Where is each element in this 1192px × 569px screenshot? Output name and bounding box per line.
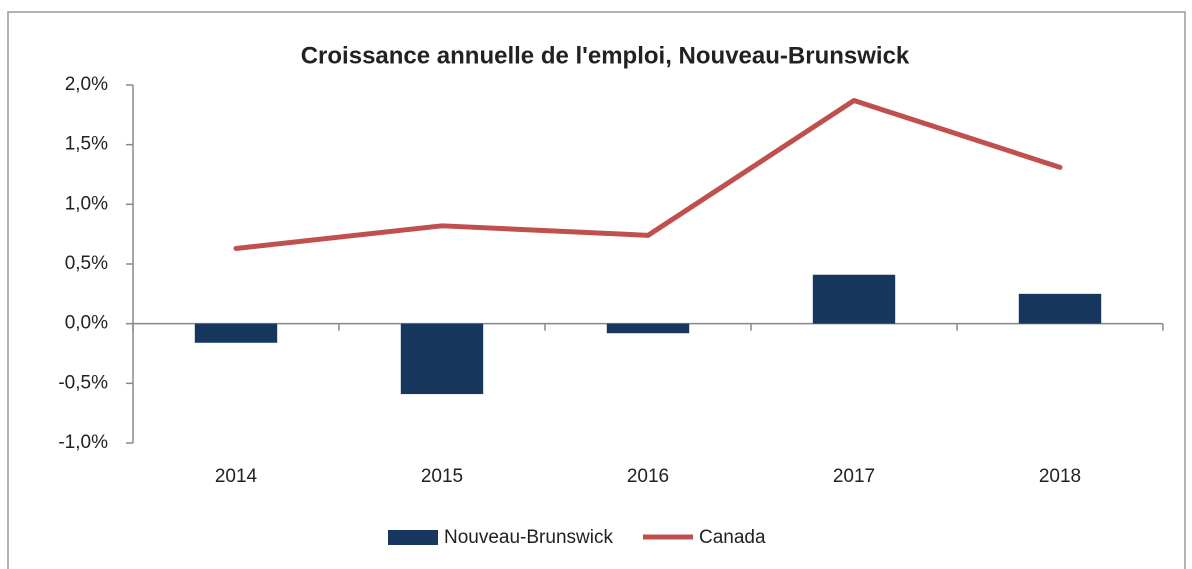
chart-frame [7, 11, 1186, 569]
x-tick-label: 2018 [1039, 466, 1081, 487]
y-tick-label: 2,0% [65, 74, 108, 95]
legend-swatch [388, 530, 438, 545]
y-tick-label: 0,0% [65, 313, 108, 334]
legend-label: Canada [699, 527, 766, 548]
x-tick-label: 2015 [421, 466, 463, 487]
y-tick-label: 1,0% [65, 193, 108, 214]
bar [606, 323, 690, 334]
y-tick-label: 1,5% [65, 134, 108, 155]
x-tick-label: 2014 [215, 466, 258, 487]
y-tick-label: -1,0% [58, 432, 108, 453]
bar [1018, 293, 1102, 324]
x-tick-label: 2016 [627, 466, 669, 487]
legend-label: Nouveau-Brunswick [444, 527, 613, 548]
x-tick-label: 2017 [833, 466, 875, 487]
y-tick-label: 0,5% [65, 253, 108, 274]
chart-title: Croissance annuelle de l'emploi, Nouveau… [301, 42, 910, 69]
bar [400, 323, 484, 395]
line [233, 98, 1063, 251]
bar [194, 323, 278, 343]
y-tick-label: -0,5% [58, 372, 108, 393]
bar [812, 274, 896, 324]
